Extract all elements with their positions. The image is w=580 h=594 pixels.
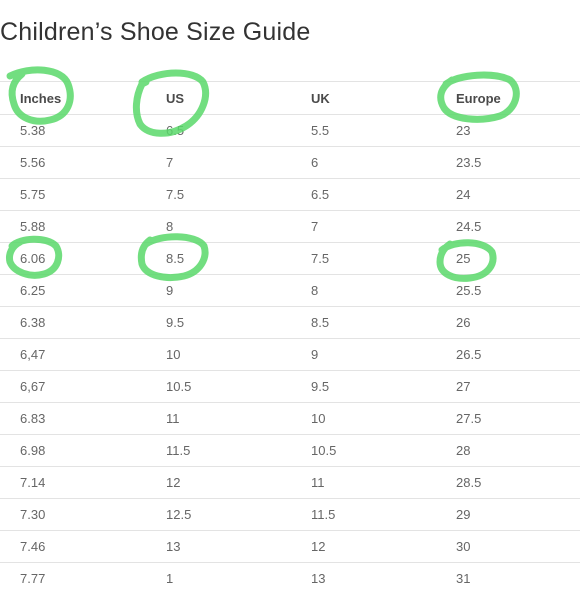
table-row: 6.98 11.5 10.5 28 [0,435,580,467]
cell-uk: 8.5 [311,307,456,339]
cell-us: 7 [166,147,311,179]
cell-us: 11 [166,403,311,435]
page-title: Children’s Shoe Size Guide [0,18,310,47]
cell-inches: 6.83 [0,403,166,435]
cell-europe: 25.5 [456,275,580,307]
cell-inches: 6.98 [0,435,166,467]
cell-uk: 12 [311,531,456,563]
cell-europe: 25 [456,243,580,275]
cell-us: 11.5 [166,435,311,467]
column-header-uk: UK [311,82,456,115]
cell-europe: 24.5 [456,211,580,243]
cell-europe: 23.5 [456,147,580,179]
cell-europe: 28.5 [456,467,580,499]
cell-uk: 10 [311,403,456,435]
cell-inches: 5.56 [0,147,166,179]
cell-us: 7.5 [166,179,311,211]
table-row: 6,67 10.5 9.5 27 [0,371,580,403]
cell-us: 6.5 [166,115,311,147]
cell-us: 8 [166,211,311,243]
cell-inches: 7.77 [0,563,166,594]
table-row: 7.14 12 11 28.5 [0,467,580,499]
table-row: 6.25 9 8 25.5 [0,275,580,307]
cell-europe: 26 [456,307,580,339]
cell-inches: 7.14 [0,467,166,499]
cell-uk: 6 [311,147,456,179]
cell-inches: 6.06 [0,243,166,275]
cell-us: 10 [166,339,311,371]
cell-inches: 6,67 [0,371,166,403]
cell-uk: 9.5 [311,371,456,403]
table-row: 6.38 9.5 8.5 26 [0,307,580,339]
cell-us: 12 [166,467,311,499]
table-row: 6.06 8.5 7.5 25 [0,243,580,275]
cell-inches: 5.88 [0,211,166,243]
cell-uk: 11.5 [311,499,456,531]
table-row: 5.38 6.5 5.5 23 [0,115,580,147]
cell-europe: 27.5 [456,403,580,435]
cell-uk: 7 [311,211,456,243]
cell-europe: 29 [456,499,580,531]
table-row: 6,47 10 9 26.5 [0,339,580,371]
cell-inches: 6.38 [0,307,166,339]
cell-europe: 26.5 [456,339,580,371]
cell-us: 9.5 [166,307,311,339]
cell-uk: 13 [311,563,456,594]
cell-us: 8.5 [166,243,311,275]
cell-inches: 6.25 [0,275,166,307]
cell-uk: 7.5 [311,243,456,275]
cell-uk: 10.5 [311,435,456,467]
cell-europe: 23 [456,115,580,147]
table-row: 5.56 7 6 23.5 [0,147,580,179]
cell-inches: 6,47 [0,339,166,371]
cell-europe: 31 [456,563,580,594]
table-row: 5.88 8 7 24.5 [0,211,580,243]
cell-europe: 24 [456,179,580,211]
cell-us: 12.5 [166,499,311,531]
table-row: 6.83 11 10 27.5 [0,403,580,435]
cell-europe: 28 [456,435,580,467]
table-header-row: Inches US UK Europe [0,82,580,115]
cell-inches: 5.75 [0,179,166,211]
cell-us: 9 [166,275,311,307]
cell-inches: 7.46 [0,531,166,563]
cell-uk: 6.5 [311,179,456,211]
table-row: 7.77 1 13 31 [0,563,580,594]
cell-us: 10.5 [166,371,311,403]
cell-europe: 27 [456,371,580,403]
column-header-inches: Inches [0,82,166,115]
cell-uk: 11 [311,467,456,499]
cell-uk: 9 [311,339,456,371]
cell-uk: 5.5 [311,115,456,147]
cell-inches: 5.38 [0,115,166,147]
table-row: 7.46 13 12 30 [0,531,580,563]
table-row: 5.75 7.5 6.5 24 [0,179,580,211]
cell-us: 1 [166,563,311,594]
cell-inches: 7.30 [0,499,166,531]
cell-uk: 8 [311,275,456,307]
column-header-us: US [166,82,311,115]
column-header-europe: Europe [456,82,580,115]
cell-europe: 30 [456,531,580,563]
size-table: Inches US UK Europe 5.38 6.5 5.5 23 5.56… [0,81,580,594]
cell-us: 13 [166,531,311,563]
table-row: 7.30 12.5 11.5 29 [0,499,580,531]
